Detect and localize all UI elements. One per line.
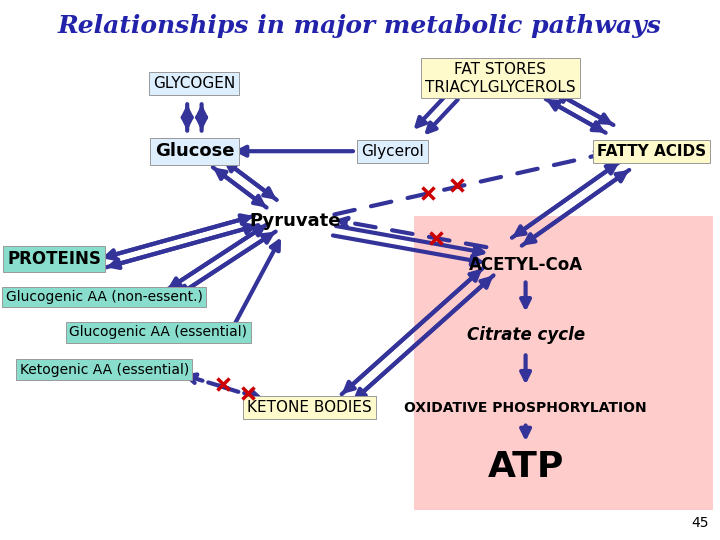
Text: KETONE BODIES: KETONE BODIES <box>247 400 372 415</box>
Text: ACETYL-CoA: ACETYL-CoA <box>469 255 582 274</box>
Text: ATP: ATP <box>487 450 564 484</box>
Text: Glycerol: Glycerol <box>361 144 424 159</box>
Text: 45: 45 <box>692 516 709 530</box>
Text: Glucose: Glucose <box>155 142 234 160</box>
Text: PROTEINS: PROTEINS <box>7 250 101 268</box>
Text: FAT STORES
TRIACYLGLYCEROLS: FAT STORES TRIACYLGLYCEROLS <box>425 62 576 94</box>
FancyBboxPatch shape <box>414 216 713 510</box>
Text: Relationships in major metabolic pathways: Relationships in major metabolic pathway… <box>58 14 662 37</box>
Text: Glucogenic AA (non-essent.): Glucogenic AA (non-essent.) <box>6 290 203 304</box>
Text: Ketogenic AA (essential): Ketogenic AA (essential) <box>19 363 189 377</box>
Text: Citrate cycle: Citrate cycle <box>467 326 585 344</box>
Text: OXIDATIVE PHOSPHORYLATION: OXIDATIVE PHOSPHORYLATION <box>405 401 647 415</box>
Text: Pyruvate: Pyruvate <box>249 212 341 231</box>
Text: FATTY ACIDS: FATTY ACIDS <box>597 144 706 159</box>
Text: GLYCOGEN: GLYCOGEN <box>153 76 235 91</box>
Text: Glucogenic AA (essential): Glucogenic AA (essential) <box>69 325 248 339</box>
